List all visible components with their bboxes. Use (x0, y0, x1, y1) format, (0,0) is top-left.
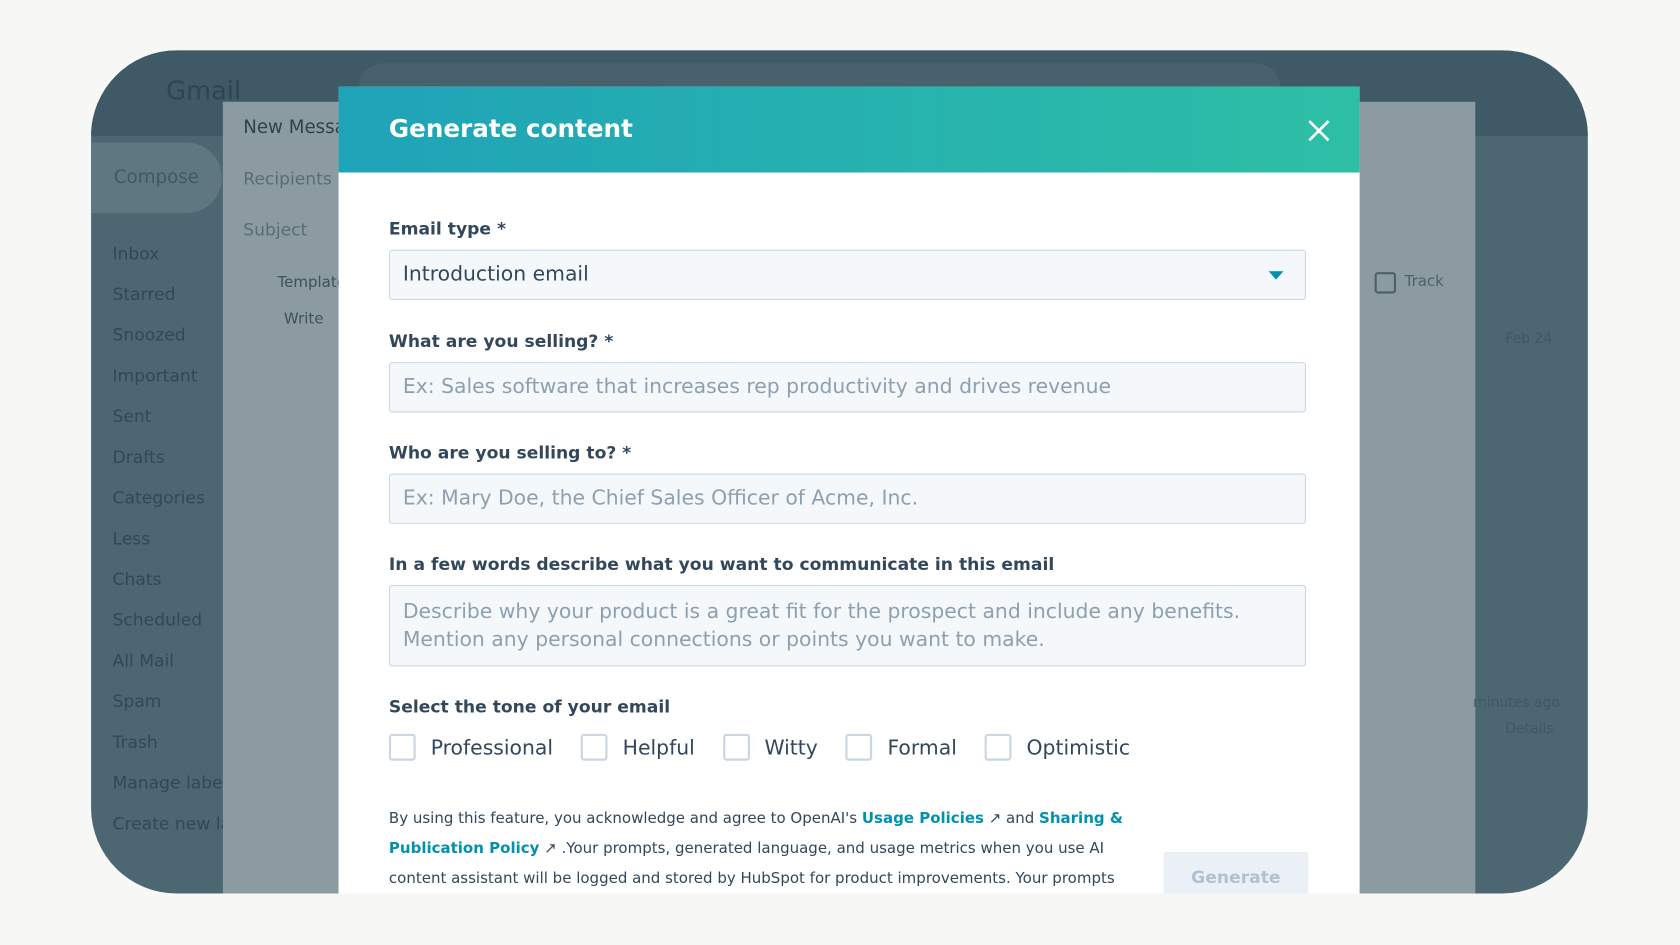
nav-item[interactable]: Create new label (112, 813, 258, 834)
text-input[interactable]: Ex: Mary Doe, the Chief Sales Officer of… (388, 473, 1307, 524)
disclaimer: By using this feature, you acknowledge a… (389, 804, 1139, 894)
field-label: Who are you selling to? * (388, 442, 632, 463)
write: Write (283, 310, 324, 328)
email-type-select[interactable]: Introduction email (388, 249, 1307, 300)
recipients: Recipients (243, 168, 332, 189)
tone-checkbox[interactable]: Formal (845, 733, 957, 761)
dropdown-arrow (1268, 271, 1284, 280)
checkbox-label: Formal (887, 735, 957, 760)
field-label: Email type * (388, 218, 506, 239)
link[interactable]: Sharing & Publication Policy (388, 809, 1123, 858)
checkbox[interactable] (845, 733, 873, 761)
app-name: Gmail (166, 76, 242, 107)
close-button[interactable] (1306, 118, 1332, 144)
nav-item[interactable]: Less (112, 528, 151, 549)
nav-item[interactable]: Drafts (112, 446, 165, 468)
nav-item[interactable]: Categories (112, 487, 205, 508)
checkbox[interactable] (984, 733, 1012, 761)
track: Track (1404, 273, 1444, 291)
field-label: In a few words describe what you want to… (388, 553, 1055, 575)
track-checkbox (1374, 272, 1397, 294)
modal: Generate content Email type * Introducti… (338, 86, 1360, 894)
nav-item[interactable]: Starred (112, 283, 176, 305)
compose-button[interactable]: Compose (91, 142, 222, 214)
generate-button[interactable]: Generate (1163, 851, 1309, 894)
nav-item[interactable]: Sent (112, 406, 152, 427)
tone-options: Professional Helpful Witty Formal Optimistic (388, 733, 1158, 761)
nav-item[interactable]: All Mail (112, 650, 175, 671)
details: Details (1505, 721, 1554, 738)
modal-title: Generate content (388, 115, 633, 144)
tone-label: Select the tone of your email (388, 696, 671, 717)
checkbox-label: Helpful (622, 735, 695, 760)
nav-item[interactable]: Snoozed (112, 324, 186, 345)
nav-item[interactable]: Important (112, 365, 198, 386)
tone-checkbox[interactable]: Optimistic (984, 733, 1131, 761)
app-frame: Gmail Compose Inbox Starred Snoozed Importa… (91, 50, 1588, 894)
tone-checkbox[interactable]: Helpful (580, 733, 695, 761)
nav-item[interactable]: Trash (112, 731, 158, 753)
compose-title: New Message (243, 116, 369, 139)
checkbox-label: Optimistic (1026, 735, 1131, 760)
date: Feb 24 (1505, 331, 1553, 348)
textarea[interactable]: Describe why your product is a great fit… (388, 584, 1307, 667)
disclaimer-text: .Your prompts, generated language, and u… (388, 839, 1115, 888)
tone-checkbox[interactable]: Professional (388, 733, 554, 761)
checkbox[interactable] (580, 733, 608, 761)
checkbox-label: Witty (764, 735, 818, 760)
template: Templates (277, 274, 354, 292)
checkbox[interactable] (722, 733, 750, 761)
checkbox-label: Professional (430, 735, 554, 760)
disclaimer-text: By using this feature, you acknowledge a… (388, 809, 858, 828)
subject: Subject (243, 219, 308, 240)
select-value: Introduction email (402, 262, 589, 287)
text-input[interactable]: Ex: Sales software that increases rep pr… (388, 362, 1307, 413)
tone-checkbox[interactable]: Witty (722, 733, 818, 761)
modal-header (338, 86, 1360, 173)
checkbox[interactable] (388, 733, 416, 761)
nav-item[interactable]: Inbox (112, 243, 160, 264)
field-label: What are you selling? * (388, 331, 614, 352)
nav-item[interactable]: Spam (112, 691, 162, 712)
disclaimer-text: and (1006, 809, 1035, 828)
time: minutes ago (1473, 695, 1560, 712)
nav-item[interactable]: Scheduled (112, 609, 203, 630)
nav-item[interactable]: Manage labels (112, 772, 237, 793)
link[interactable]: Usage Policies (861, 809, 984, 828)
nav-item[interactable]: Chats (112, 568, 162, 590)
